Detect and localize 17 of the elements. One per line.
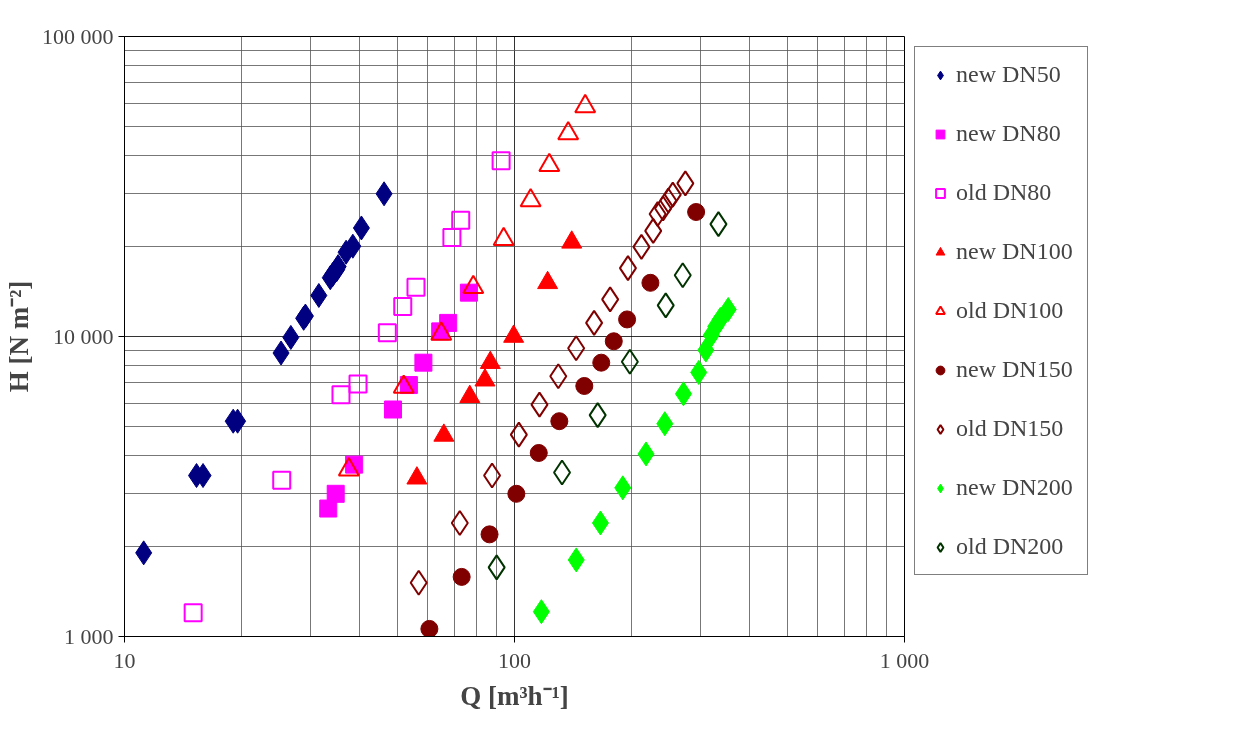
x-tick-label: 1 000: [879, 647, 930, 673]
x-tick-label: 10: [113, 647, 136, 673]
legend-label: new DN100: [956, 238, 1073, 265]
y-tick-label: 1 000: [64, 624, 114, 649]
y-tick-label: 10 000: [53, 324, 114, 349]
y-axis-title: H [N m⁻²]: [4, 280, 34, 393]
legend-label: old DN200: [956, 533, 1064, 560]
legend-label: new DN50: [956, 61, 1061, 88]
legend-label: new DN80: [956, 120, 1061, 147]
legend-label: old DN80: [956, 179, 1052, 206]
legend-label: old DN150: [956, 415, 1064, 442]
x-tick-label: 100: [498, 647, 531, 673]
legend-label: new DN150: [956, 356, 1073, 383]
legend-label: old DN100: [956, 297, 1064, 324]
x-axis-title: Q [m³h⁻¹]: [460, 680, 569, 711]
y-tick-label: 100 000: [42, 24, 114, 49]
legend-label: new DN200: [956, 474, 1073, 501]
